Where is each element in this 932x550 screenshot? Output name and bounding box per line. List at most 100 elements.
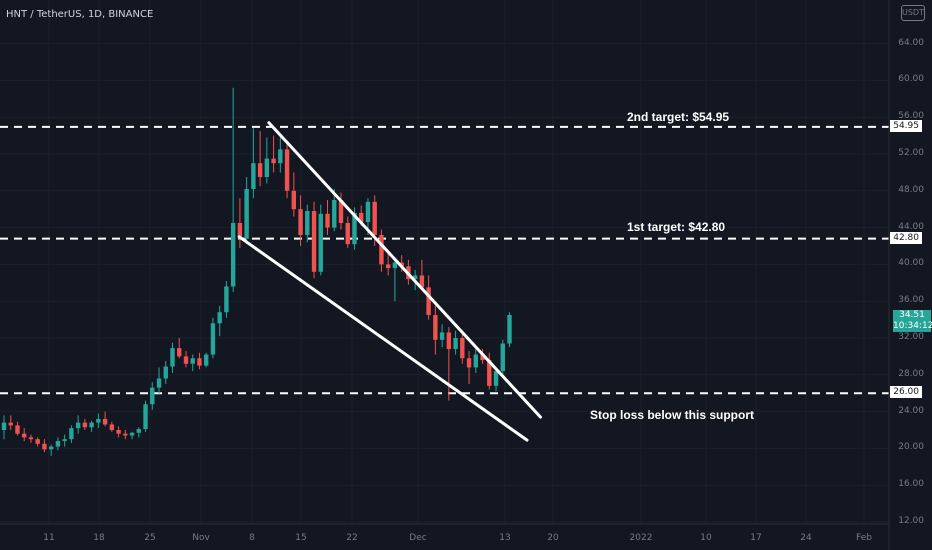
candle-body (109, 424, 115, 430)
candle-body (183, 356, 189, 364)
x-tick-label: 20 (547, 533, 559, 543)
candle-body (257, 163, 263, 177)
candle-body (385, 264, 391, 269)
y-tick-label: 60.00 (898, 74, 924, 85)
candle-body (102, 418, 108, 425)
candle-body (500, 343, 505, 372)
candle-body (170, 348, 175, 367)
current-price-value: 34.51 (899, 310, 925, 320)
y-tick-label: 36.00 (898, 295, 924, 306)
candle-body (453, 338, 458, 350)
candle-body (365, 201, 371, 223)
x-tick-label: 8 (249, 533, 255, 543)
candle-body (156, 378, 162, 388)
candle-body (69, 428, 74, 440)
candle-body (163, 366, 168, 379)
candle-body (311, 211, 317, 272)
candle-body (271, 158, 276, 164)
trendlines (237, 121, 543, 442)
candle-body (325, 213, 330, 228)
y-tick-label: 24.00 (898, 405, 924, 416)
candle-body (466, 358, 472, 368)
candle-body (143, 404, 148, 430)
candle-body (82, 422, 88, 428)
candle-body (493, 371, 499, 386)
candle-body (116, 430, 121, 434)
x-tick-label: Feb (856, 533, 872, 543)
symbol-header: HNT / TetherUS, 1D, BINANCE (6, 9, 154, 20)
candle-body (217, 312, 222, 324)
candle-body (352, 212, 357, 245)
y-tick-label: 28.00 (898, 368, 924, 379)
candle-body (507, 315, 512, 344)
grid (0, 0, 889, 524)
candle-body (22, 433, 27, 438)
candle-body (487, 360, 492, 386)
candle-body (446, 332, 452, 350)
y-tick-label: 64.00 (898, 37, 924, 48)
candle-body (55, 441, 61, 447)
candle-body (439, 332, 445, 340)
y-tick-label: 44.00 (898, 221, 924, 232)
level-price-tag: 54.95 (890, 119, 922, 132)
y-tick-label: 32.00 (898, 332, 924, 342)
candle-body (48, 446, 54, 450)
level-price-tag: 26.00 (890, 386, 922, 399)
candle-body (426, 287, 431, 315)
candle-body (460, 338, 465, 359)
y-tick-label: 12.00 (898, 516, 924, 526)
candle-body (62, 439, 67, 442)
candle-body (96, 418, 101, 423)
annotation-first-target: 1st target: $42.80 (627, 220, 726, 234)
y-tick-label: 20.00 (898, 442, 924, 453)
candle-body (305, 211, 310, 235)
trendline (237, 235, 529, 442)
candle-body (150, 387, 155, 405)
candle-body (345, 223, 350, 245)
x-tick-label: 25 (144, 533, 156, 543)
candle-body (359, 212, 364, 223)
current-price-tag: 34.51 10:34:12 (893, 310, 932, 332)
candle-body (480, 354, 485, 361)
candle-body (473, 354, 478, 368)
x-tick-label: 2022 (629, 533, 653, 543)
candle-body (28, 437, 34, 440)
candle-body (197, 358, 202, 366)
x-tick-label: Nov (192, 533, 210, 543)
y-tick-label: 48.00 (898, 184, 924, 195)
candle-body (123, 433, 128, 436)
candle-body (278, 149, 283, 164)
level-price-tag: 42.80 (890, 231, 922, 244)
candle-body (244, 188, 249, 239)
candle-body (230, 223, 236, 287)
candle-body (210, 323, 216, 355)
x-tick-label: 22 (346, 533, 358, 543)
candle-body (129, 432, 135, 436)
candle-body (412, 275, 418, 280)
candle-body (379, 234, 384, 265)
candle-body (89, 422, 94, 428)
x-tick-label: 11 (43, 533, 55, 543)
candle-body (42, 443, 47, 450)
candle-body (372, 201, 377, 235)
y-tick-label: 52.00 (898, 148, 924, 158)
y-tick-label: 56.00 (898, 111, 924, 122)
candle-body (224, 286, 229, 313)
candle-body (15, 425, 20, 434)
candle-body (419, 275, 425, 288)
x-tick-label: 10 (700, 533, 712, 543)
candles (1, 87, 512, 456)
x-tick-label: 15 (295, 533, 307, 543)
candle-body (75, 422, 81, 429)
candle-body (291, 190, 297, 210)
candle-body (284, 149, 290, 191)
candle-body (318, 213, 323, 272)
x-tick-label: 17 (750, 533, 762, 543)
candle-body (399, 262, 404, 267)
annotation-stop-loss: Stop loss below this support (590, 408, 755, 422)
currency-badge[interactable]: USDT (901, 5, 925, 21)
candle-body (264, 158, 270, 177)
candle-body (392, 262, 398, 269)
